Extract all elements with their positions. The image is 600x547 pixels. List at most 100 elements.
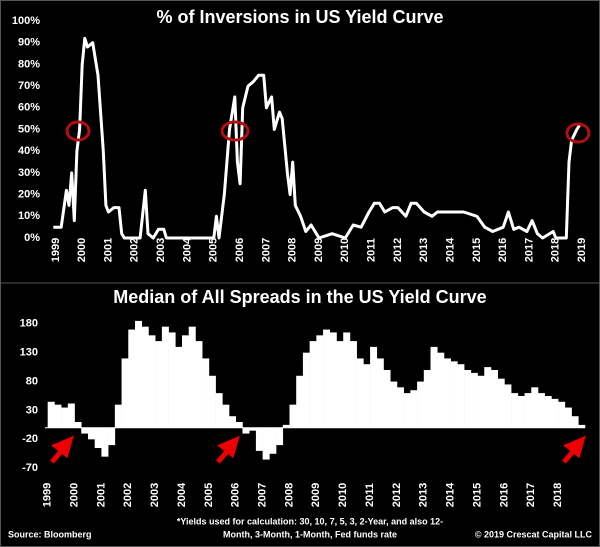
bar bbox=[141, 326, 149, 428]
x-tick-label: 2005 bbox=[203, 483, 215, 507]
bar bbox=[276, 427, 284, 446]
x-tick-label: 2001 bbox=[102, 238, 114, 262]
x-tick-label: 2003 bbox=[155, 238, 167, 262]
x-tick-label: 2002 bbox=[122, 483, 134, 507]
bar bbox=[316, 335, 324, 428]
bar bbox=[74, 422, 82, 428]
bar bbox=[47, 401, 55, 428]
bar bbox=[511, 393, 519, 428]
x-tick-label: 2006 bbox=[230, 483, 242, 507]
bar bbox=[423, 370, 431, 428]
x-tick-label: 2011 bbox=[364, 483, 376, 507]
x-tick-label: 2008 bbox=[287, 238, 299, 262]
bar bbox=[417, 381, 425, 428]
bar bbox=[470, 372, 478, 428]
y-tick-label: 80 bbox=[26, 375, 38, 387]
x-tick-label: 2007 bbox=[257, 483, 269, 507]
x-tick-label: 2010 bbox=[337, 483, 349, 507]
copyright: © 2019 Crescat Capital LLC bbox=[475, 529, 593, 539]
x-tick-label: 2015 bbox=[471, 483, 483, 507]
bar bbox=[537, 393, 546, 428]
bar bbox=[531, 387, 539, 428]
bar bbox=[235, 422, 243, 428]
bar bbox=[363, 364, 371, 428]
bar bbox=[390, 381, 398, 428]
x-tick-label: 1999 bbox=[50, 238, 62, 262]
x-tick-label: 1999 bbox=[42, 483, 54, 507]
bar bbox=[497, 378, 505, 428]
x-tick-label: 2018 bbox=[552, 483, 564, 507]
bar bbox=[309, 341, 317, 428]
bar bbox=[578, 424, 586, 428]
y-tick-label: 30% bbox=[18, 167, 40, 179]
bar bbox=[229, 416, 237, 428]
bar bbox=[67, 403, 75, 428]
circle bbox=[65, 120, 91, 142]
chart-title: % of Inversions in US Yield Curve bbox=[156, 7, 443, 27]
bar bbox=[370, 346, 378, 428]
bar bbox=[282, 424, 290, 428]
bar bbox=[289, 404, 297, 428]
bar bbox=[215, 393, 223, 428]
bar bbox=[94, 427, 102, 448]
bar bbox=[249, 427, 257, 431]
bar bbox=[114, 404, 122, 428]
y-tick-label: -20 bbox=[22, 433, 38, 445]
x-tick-label: 2009 bbox=[310, 483, 322, 507]
x-tick-label: 2012 bbox=[391, 483, 403, 507]
bar bbox=[128, 329, 136, 428]
x-tick-label: 2017 bbox=[523, 238, 535, 262]
bar bbox=[490, 370, 498, 428]
bar bbox=[87, 427, 96, 440]
bar bbox=[457, 364, 465, 428]
y-tick-label: 0% bbox=[24, 232, 40, 244]
bar bbox=[571, 416, 579, 428]
y-tick-label: 70% bbox=[18, 80, 40, 92]
bar bbox=[329, 332, 337, 428]
bar bbox=[54, 404, 62, 428]
y-tick-label: 30 bbox=[26, 404, 38, 416]
bar bbox=[175, 346, 183, 428]
y-tick-label: 100% bbox=[12, 15, 40, 27]
y-tick-label: 80% bbox=[18, 58, 40, 70]
x-tick-label: 2011 bbox=[366, 238, 378, 262]
bar bbox=[302, 352, 310, 428]
bar bbox=[396, 387, 404, 428]
bar bbox=[356, 358, 364, 428]
x-tick-label: 2000 bbox=[76, 238, 88, 262]
x-tick-label: 2002 bbox=[129, 238, 141, 262]
bar bbox=[484, 367, 492, 428]
x-tick-label: 2016 bbox=[497, 238, 509, 262]
bar bbox=[135, 320, 143, 428]
x-tick-label: 2004 bbox=[181, 237, 193, 262]
y-tick-label: 90% bbox=[18, 37, 40, 49]
y-tick-label: 40% bbox=[18, 145, 40, 157]
bar bbox=[262, 427, 270, 460]
bar bbox=[121, 358, 129, 428]
x-tick-label: 2012 bbox=[392, 238, 404, 262]
bar bbox=[437, 352, 445, 428]
bar bbox=[255, 427, 263, 451]
x-tick-label: 2001 bbox=[95, 483, 107, 507]
x-tick-label: 2013 bbox=[418, 483, 430, 507]
bar bbox=[410, 390, 418, 428]
bar bbox=[544, 396, 552, 428]
bar bbox=[182, 335, 190, 428]
y-tick-label: 60% bbox=[18, 102, 40, 114]
y-tick-label: 20% bbox=[18, 189, 40, 201]
x-tick-label: 2019 bbox=[576, 238, 588, 262]
y-tick-label: 180 bbox=[20, 318, 38, 330]
bar bbox=[168, 332, 176, 428]
bar bbox=[336, 341, 344, 428]
bar bbox=[155, 341, 163, 428]
x-tick-label: 2014 bbox=[444, 237, 456, 262]
x-tick-label: 2005 bbox=[208, 238, 220, 262]
x-tick-label: 2017 bbox=[525, 483, 537, 507]
bar bbox=[477, 375, 485, 428]
bar bbox=[343, 332, 351, 428]
bar bbox=[296, 375, 304, 428]
x-tick-label: 2000 bbox=[68, 483, 80, 507]
bar bbox=[61, 407, 69, 428]
